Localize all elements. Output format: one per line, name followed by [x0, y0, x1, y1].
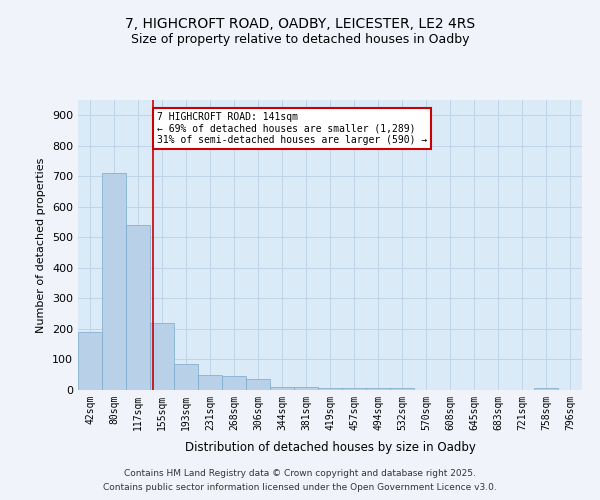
Y-axis label: Number of detached properties: Number of detached properties: [37, 158, 46, 332]
Bar: [342, 388, 366, 390]
Bar: [102, 174, 126, 390]
Text: Contains public sector information licensed under the Open Government Licence v3: Contains public sector information licen…: [103, 484, 497, 492]
Bar: [78, 332, 102, 390]
Text: 7, HIGHCROFT ROAD, OADBY, LEICESTER, LE2 4RS: 7, HIGHCROFT ROAD, OADBY, LEICESTER, LE2…: [125, 18, 475, 32]
Bar: [294, 387, 318, 390]
Bar: [318, 388, 342, 390]
Bar: [150, 323, 174, 390]
Bar: [246, 380, 270, 390]
Bar: [126, 225, 150, 390]
X-axis label: Distribution of detached houses by size in Oadby: Distribution of detached houses by size …: [185, 441, 475, 454]
Bar: [390, 388, 414, 390]
Bar: [198, 374, 222, 390]
Bar: [270, 387, 294, 390]
Bar: [534, 388, 558, 390]
Bar: [366, 388, 390, 390]
Text: Size of property relative to detached houses in Oadby: Size of property relative to detached ho…: [131, 32, 469, 46]
Text: 7 HIGHCROFT ROAD: 141sqm
← 69% of detached houses are smaller (1,289)
31% of sem: 7 HIGHCROFT ROAD: 141sqm ← 69% of detach…: [157, 112, 427, 146]
Bar: [174, 364, 198, 390]
Text: Contains HM Land Registry data © Crown copyright and database right 2025.: Contains HM Land Registry data © Crown c…: [124, 468, 476, 477]
Bar: [222, 376, 246, 390]
